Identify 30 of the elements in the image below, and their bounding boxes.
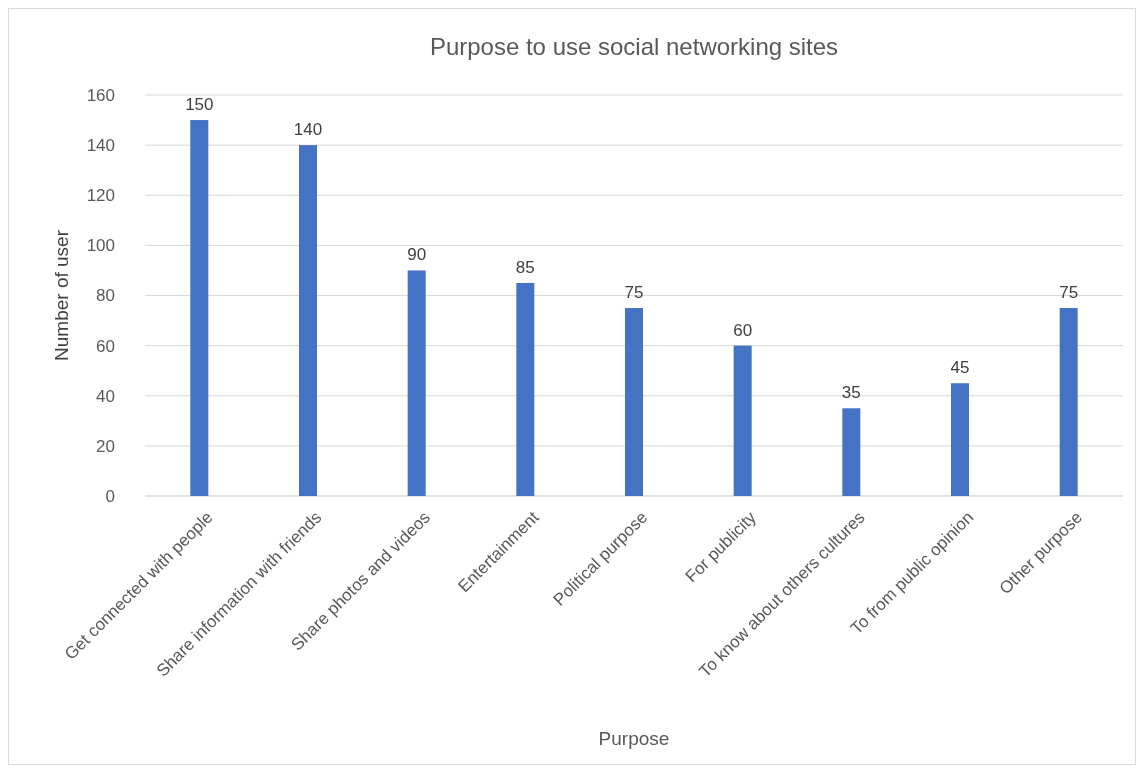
data-label: 140 bbox=[293, 120, 323, 140]
bar bbox=[190, 120, 209, 496]
data-label: 60 bbox=[733, 320, 753, 340]
bar bbox=[516, 282, 535, 496]
y-tick-label: 0 bbox=[105, 486, 115, 506]
bar bbox=[1059, 308, 1078, 496]
x-axis-title: Purpose bbox=[598, 728, 670, 749]
bar bbox=[951, 383, 969, 496]
y-tick-label: 60 bbox=[96, 336, 115, 356]
bar bbox=[733, 345, 752, 496]
data-label: 150 bbox=[185, 95, 214, 115]
y-tick-label: 80 bbox=[96, 286, 115, 306]
bar bbox=[842, 408, 861, 496]
y-tick-label: 40 bbox=[96, 386, 115, 406]
data-label: 75 bbox=[624, 283, 644, 303]
y-tick-label: 120 bbox=[86, 186, 115, 206]
y-axis-title: Number of user bbox=[51, 229, 72, 361]
data-label: 35 bbox=[841, 383, 861, 403]
bar bbox=[625, 308, 643, 496]
data-label: 85 bbox=[515, 257, 535, 277]
y-tick-label: 160 bbox=[86, 85, 115, 105]
y-tick-label: 140 bbox=[86, 136, 115, 156]
data-label: 45 bbox=[950, 358, 970, 378]
bar bbox=[299, 145, 317, 496]
chart-title: Purpose to use social networking sites bbox=[429, 33, 839, 60]
bar bbox=[407, 270, 426, 496]
data-label: 90 bbox=[407, 245, 427, 265]
y-tick-label: 100 bbox=[86, 236, 115, 256]
y-tick-label: 20 bbox=[96, 436, 115, 456]
data-label: 75 bbox=[1059, 283, 1079, 303]
